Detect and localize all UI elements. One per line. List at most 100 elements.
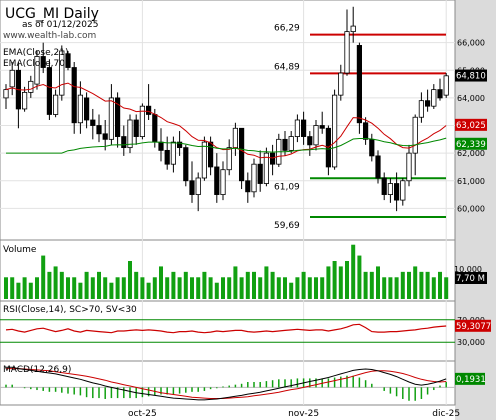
candle-up — [232, 127, 238, 149]
volume-last-label: 7,70 M — [456, 274, 485, 284]
ema70-value-label: 62,339 — [456, 140, 486, 150]
chart-date: as of 01/12/2025 — [22, 20, 98, 30]
candle-up — [313, 125, 319, 146]
volume-bar — [53, 266, 58, 299]
volume-tick-label: 10,000 — [454, 265, 482, 274]
volume-bar — [35, 277, 39, 299]
volume-bar — [438, 271, 442, 299]
ema21-value-label: 63,025 — [456, 121, 486, 131]
volume-bar — [295, 277, 300, 299]
volume-bar — [146, 282, 151, 299]
volume-bar — [41, 255, 46, 299]
volume-bar — [345, 261, 349, 299]
volume-bar — [152, 277, 157, 299]
candle-up — [220, 169, 226, 195]
volume-bar — [444, 277, 449, 299]
x-tick-label: dic-25 — [432, 409, 460, 419]
volume-bar — [4, 277, 8, 299]
ema-lines — [5, 82, 447, 159]
axes-labels: 66,00065,00064,00063,00062,00061,00060,0… — [128, 39, 491, 419]
volume-bar — [128, 261, 132, 299]
volume-bar — [22, 277, 27, 299]
level-label: 66,29 — [274, 24, 300, 34]
candle-up — [338, 72, 344, 96]
x-tick-label: oct-25 — [128, 409, 157, 419]
candle-down — [319, 125, 325, 129]
volume-bars — [4, 244, 449, 299]
price-tick-label: 64,000 — [457, 94, 485, 103]
candle-down — [189, 180, 195, 195]
volume-bar — [289, 282, 294, 299]
volume-bar — [270, 271, 275, 299]
volume-last-bg — [455, 272, 487, 284]
volume-title: Volume — [3, 245, 37, 255]
volume-bar — [140, 277, 145, 299]
volume-bar — [214, 282, 219, 299]
volume-bar — [363, 271, 368, 299]
candle-down — [375, 155, 381, 179]
candle-down — [65, 53, 71, 68]
candle-down — [300, 119, 307, 137]
candle-down — [362, 122, 369, 140]
volume-bar — [165, 277, 170, 299]
candle-up — [21, 91, 28, 110]
candle-up — [387, 183, 394, 195]
macd-last-label: 0,1931 — [456, 375, 486, 385]
candle-down — [145, 105, 152, 115]
last-price-label-bg — [455, 69, 487, 82]
macd-last-bg — [455, 372, 485, 385]
candle-down — [356, 45, 363, 124]
volume-bar — [326, 266, 331, 299]
volume-bar — [10, 277, 15, 299]
macd-series — [0, 366, 455, 401]
price-tick-label: 60,000 — [457, 204, 485, 213]
candle-down — [437, 89, 443, 99]
candle-up — [28, 80, 34, 93]
price-tick-label: 61,000 — [457, 177, 485, 186]
candle-down — [152, 114, 158, 143]
volume-bar — [84, 271, 89, 299]
macd-title: MACD(12,26,9) — [3, 365, 71, 375]
volume-bar — [196, 277, 201, 299]
candle-up — [331, 94, 338, 168]
candle-up — [59, 50, 65, 96]
level-label: 64,89 — [274, 62, 300, 72]
rsi-line — [5, 323, 447, 334]
rsi-last-label: 59,3077 — [456, 322, 491, 332]
candle-down — [115, 97, 121, 137]
candle-down — [133, 119, 139, 137]
volume-bar — [338, 266, 343, 299]
volume-bar — [59, 271, 64, 299]
candle-up — [431, 89, 437, 107]
candle-up — [288, 136, 294, 151]
candle-up — [9, 69, 15, 88]
volume-bar — [400, 271, 405, 299]
candle-up — [201, 141, 207, 179]
candle-up — [418, 100, 425, 118]
volume-bar — [28, 282, 33, 299]
last-price-label: 64,810 — [456, 72, 486, 82]
candle-down — [207, 141, 214, 168]
volume-bar — [419, 271, 424, 299]
volume-bar — [283, 277, 287, 299]
candle-up — [127, 119, 133, 149]
candle-up — [350, 25, 356, 33]
volume-bar — [190, 277, 194, 299]
candle-up — [406, 152, 412, 182]
candle-up — [344, 31, 350, 74]
candle-up — [400, 180, 406, 201]
candle-down — [245, 180, 251, 193]
candle-up — [34, 56, 40, 85]
candle-up — [412, 116, 418, 154]
volume-bar — [320, 277, 325, 299]
volume-bar — [307, 277, 312, 299]
candle-down — [121, 136, 127, 149]
volume-bar — [177, 277, 182, 299]
macd-signal-line — [6, 368, 447, 399]
candle-up — [251, 163, 257, 193]
volume-bar — [233, 266, 238, 299]
ema70-line — [6, 137, 447, 154]
candle-up — [226, 147, 232, 171]
candle-down — [176, 141, 183, 149]
